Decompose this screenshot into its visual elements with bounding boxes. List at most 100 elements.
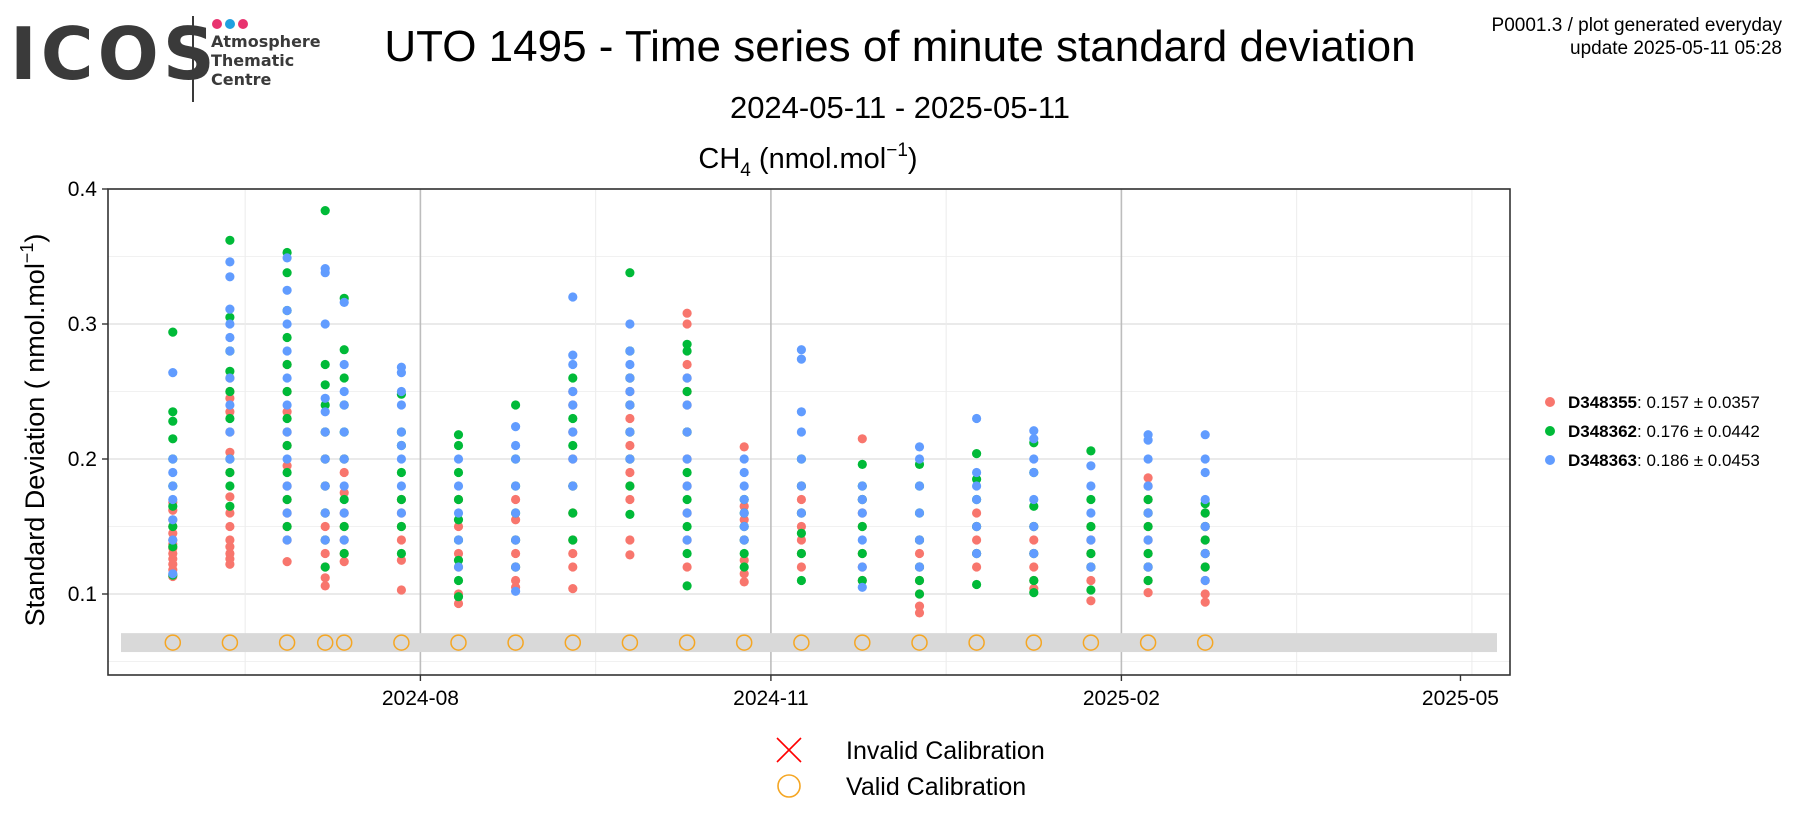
- data-point-d348355: [339, 467, 349, 478]
- data-point-d348363: [1200, 575, 1210, 586]
- valid-calibration-marker: [393, 634, 410, 651]
- data-point-d348362: [510, 400, 521, 410]
- date-range: 2024-05-11 - 2025-05-11: [729, 90, 1071, 125]
- data-point-d348355: [1086, 596, 1096, 606]
- data-point-d348362: [682, 386, 692, 397]
- data-point-d348355: [796, 562, 807, 572]
- data-point-d348355: [1086, 575, 1096, 586]
- data-point-d348363: [282, 285, 292, 295]
- data-point-d348362: [1086, 585, 1096, 595]
- data-point-d348363: [168, 454, 178, 464]
- data-point-d348355: [914, 608, 925, 618]
- data-point-d348363: [1143, 430, 1153, 440]
- data-point-d348363: [625, 319, 635, 329]
- data-point-d348363: [282, 508, 292, 518]
- panel-title-main: CH: [698, 143, 740, 175]
- data-point-d348355: [396, 555, 406, 565]
- data-point-d348363: [857, 562, 867, 572]
- data-point-d348362: [682, 339, 692, 349]
- data-point-d348362: [739, 562, 749, 572]
- data-point-d348363: [1029, 434, 1039, 444]
- data-point-d348362: [396, 494, 406, 505]
- data-point-d348363: [739, 481, 749, 491]
- data-point-d348362: [972, 449, 982, 459]
- data-point-d348363: [796, 354, 807, 364]
- data-point-d348362: [1086, 521, 1096, 532]
- data-point-d348363: [396, 362, 406, 372]
- data-point-d348362: [396, 467, 406, 478]
- data-point-d348362: [225, 467, 235, 478]
- data-points: [168, 206, 1210, 618]
- data-point-d348355: [282, 407, 292, 417]
- data-point-d348355: [796, 494, 807, 505]
- data-point-d348363: [320, 407, 330, 417]
- data-point-d348363: [625, 359, 635, 370]
- data-point-d348363: [857, 508, 867, 518]
- data-point-d348363: [1200, 521, 1210, 532]
- data-point-d348355: [510, 575, 521, 586]
- data-point-d348355: [682, 359, 692, 370]
- data-point-d348355: [1143, 588, 1153, 598]
- y-tick-label: 0.4: [68, 178, 98, 201]
- calibration-legend: Invalid Calibration Valid Calibration: [776, 737, 1045, 801]
- data-point-d348363: [1029, 454, 1039, 464]
- data-point-d348363: [339, 535, 349, 545]
- data-point-d348363: [739, 467, 749, 478]
- data-point-d348363: [739, 494, 749, 505]
- data-point-d348363: [1086, 481, 1096, 491]
- data-point-d348363: [739, 521, 749, 532]
- data-point-d348363: [168, 481, 178, 491]
- data-point-d348363: [796, 508, 807, 518]
- data-point-d348363: [510, 562, 521, 572]
- data-point-d348355: [339, 488, 349, 498]
- data-point-d348363: [320, 264, 330, 274]
- data-point-d348363: [225, 272, 235, 282]
- data-point-d348362: [453, 592, 464, 602]
- data-point-d348355: [568, 548, 578, 559]
- data-point-d348355: [1029, 562, 1039, 572]
- data-point-d348363: [1086, 535, 1096, 545]
- data-point-d348363: [168, 494, 178, 505]
- data-point-d348363: [568, 386, 578, 397]
- data-point-d348363: [1200, 548, 1210, 559]
- data-point-d348362: [625, 509, 635, 519]
- panel-title-sup: −1: [886, 140, 908, 161]
- data-point-d348363: [1200, 494, 1210, 505]
- data-point-d348363: [796, 481, 807, 491]
- data-point-d348363: [320, 535, 330, 545]
- data-point-d348362: [282, 332, 292, 343]
- data-point-d348363: [857, 535, 867, 545]
- data-point-d348363: [320, 481, 330, 491]
- data-point-d348362: [282, 268, 292, 278]
- data-point-d348362: [1200, 508, 1210, 518]
- data-point-d348355: [225, 521, 235, 532]
- data-point-d348363: [568, 350, 578, 360]
- data-point-d348363: [857, 582, 867, 592]
- plot-background: [108, 189, 1510, 675]
- data-point-d348362: [972, 579, 982, 590]
- data-point-d348355: [225, 508, 235, 518]
- data-point-d348355: [739, 569, 749, 579]
- data-point-d348363: [396, 481, 406, 491]
- legend-series-name: D348362: [1568, 422, 1637, 441]
- update-time: update 2025-05-11 05:28: [1570, 38, 1782, 59]
- legend-swatch: [1545, 426, 1555, 436]
- data-point-d348363: [796, 407, 807, 417]
- data-point-d348355: [510, 494, 521, 505]
- data-point-d348355: [510, 515, 521, 525]
- data-point-d348362: [339, 345, 349, 355]
- data-point-d348363: [510, 454, 521, 464]
- data-point-d348355: [625, 467, 635, 478]
- data-point-d348355: [453, 548, 464, 559]
- data-point-d348362: [282, 440, 292, 451]
- data-point-d348362: [225, 501, 235, 511]
- data-point-d348362: [168, 327, 178, 337]
- data-point-d348363: [510, 535, 521, 545]
- data-point-d348355: [682, 562, 692, 572]
- valid-calibration-marker: [335, 634, 353, 651]
- data-point-d348355: [1029, 535, 1039, 545]
- valid-calibration-symbol: [777, 774, 801, 798]
- data-point-d348362: [568, 440, 578, 451]
- data-point-d348363: [682, 373, 692, 383]
- data-point-d348363: [1086, 461, 1096, 471]
